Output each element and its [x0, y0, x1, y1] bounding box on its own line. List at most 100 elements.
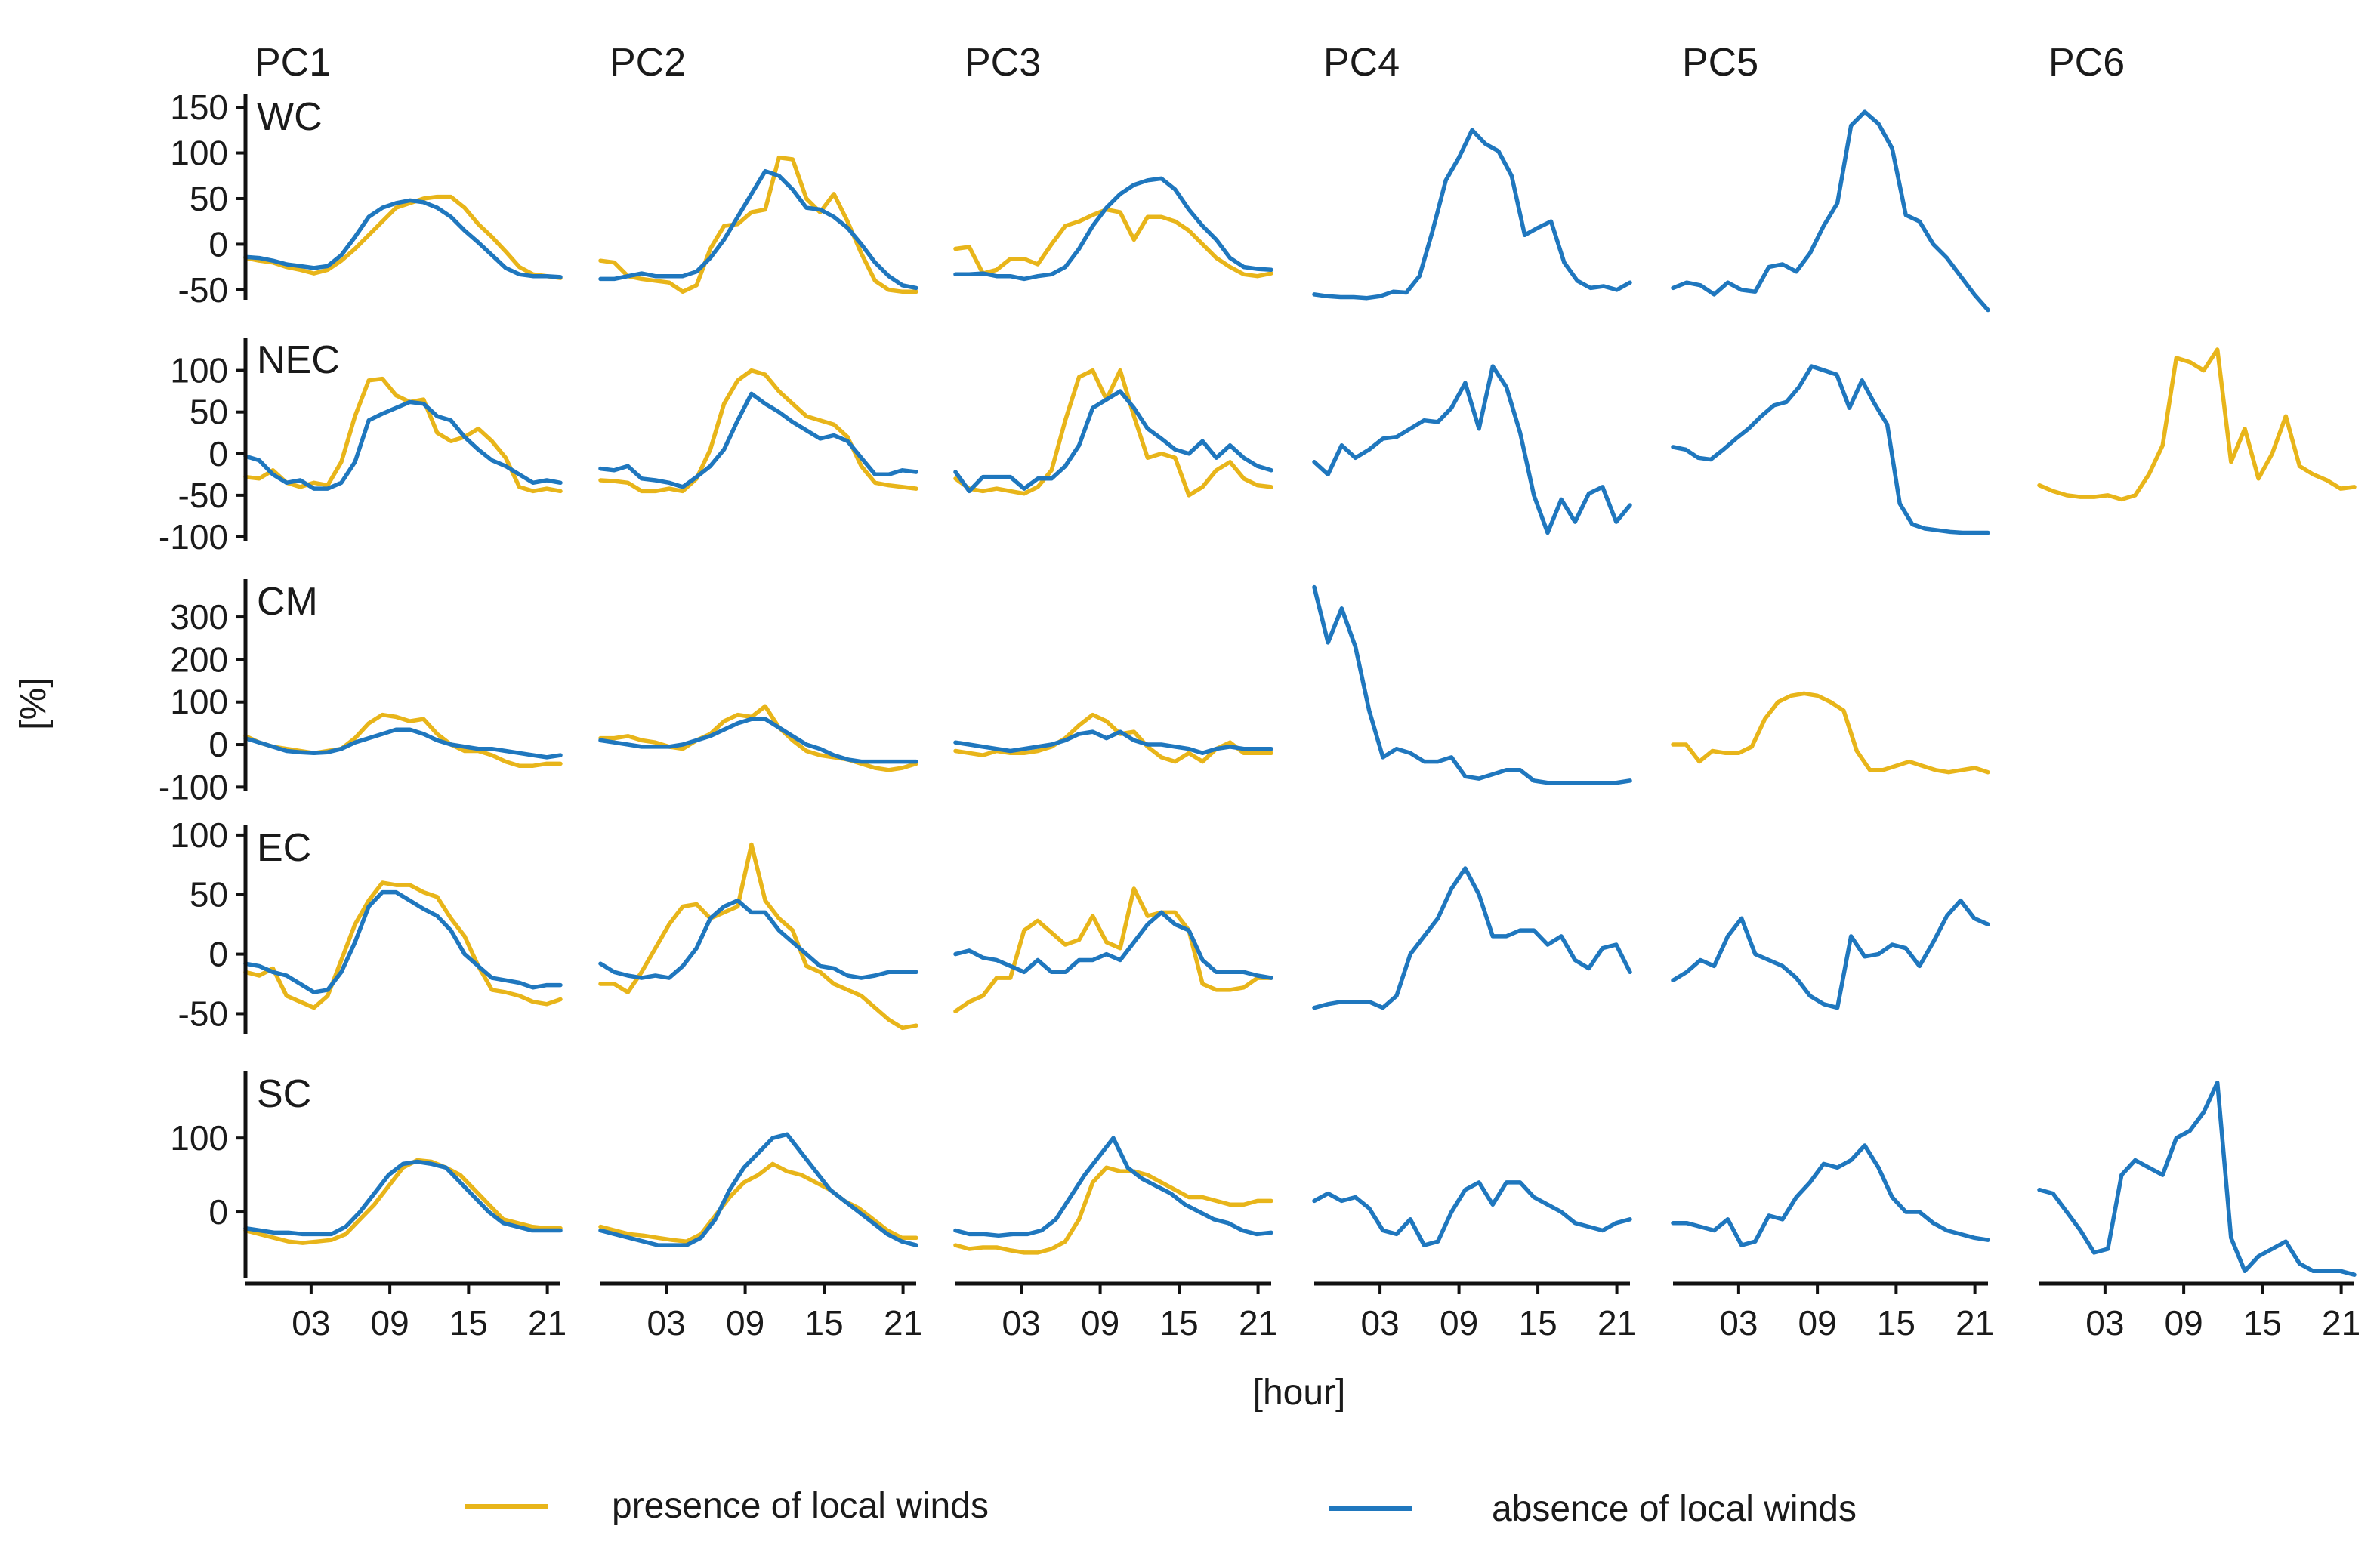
series-line-absence-wc-pc2: [598, 168, 918, 291]
y-tick-label-ec: 0: [208, 935, 228, 974]
row-label-nec: NEC: [257, 338, 340, 382]
series-line-presence-cm-pc5: [1671, 691, 1990, 775]
panel-grid: [243, 109, 2357, 1277]
y-tick-label-ec: -50: [178, 994, 228, 1033]
series-line-absence-nec-pc2: [598, 391, 918, 489]
x-tick-label-pc6: 15: [2243, 1303, 2282, 1343]
row-label-ec: EC: [257, 826, 311, 870]
y-tick-label-wc: -50: [178, 270, 228, 310]
y-tick-label-nec: -50: [178, 476, 228, 515]
y-tick-label-sc: 100: [170, 1118, 228, 1158]
legend: presence of local winds absence of local…: [465, 1486, 1857, 1529]
series-line-presence-cm-pc1: [243, 712, 563, 768]
x-tick-label-pc3: 15: [1159, 1303, 1198, 1343]
y-tick-label-ec: 100: [170, 815, 228, 855]
x-tick-label-pc3: 03: [1002, 1303, 1040, 1343]
series-line-absence-nec-pc5: [1671, 364, 1990, 535]
series-line-presence-ec-pc3: [953, 886, 1273, 1014]
x-tick-label-pc2: 21: [884, 1303, 922, 1343]
series-line-presence-wc-pc2: [598, 155, 918, 294]
y-tick-label-nec: 100: [170, 351, 228, 390]
series-line-absence-ec-pc1: [243, 889, 563, 994]
y-tick-label-cm: 300: [170, 597, 228, 637]
series-line-presence-ec-pc2: [598, 842, 918, 1031]
series-line-presence-ec-pc1: [243, 880, 563, 1010]
y-tick-label-wc: 150: [170, 88, 228, 127]
row-label-wc: WC: [257, 95, 323, 139]
series-line-presence-cm-pc3: [953, 712, 1273, 764]
series-line-presence-cm-pc2: [598, 704, 918, 772]
series-line-absence-sc-pc6: [2037, 1081, 2357, 1277]
series-line-absence-ec-pc3: [953, 910, 1273, 980]
series-line-presence-wc-pc3: [953, 207, 1273, 279]
x-tick-label-pc2: 09: [726, 1303, 764, 1343]
series-line-presence-nec-pc2: [598, 368, 918, 494]
series-line-absence-nec-pc3: [953, 389, 1273, 494]
column-title-pc2: PC2: [610, 41, 686, 85]
y-axis-title: [%]: [14, 677, 54, 729]
series-line-presence-nec-pc6: [2037, 347, 2357, 502]
column-x-axes: PC1 PC2 PC3 PC4 PC5 PC6 03 09 15 21 03 09 15 21 03 09 15…: [245, 41, 2360, 1343]
y-tick-label-sc: 0: [208, 1192, 228, 1232]
y-tick-label-cm: 0: [208, 725, 228, 764]
y-tick-label-cm: 100: [170, 683, 228, 722]
x-tick-label-pc6: 03: [2085, 1303, 2124, 1343]
series-line-absence-wc-pc3: [953, 176, 1273, 282]
series-line-absence-wc-pc4: [1312, 128, 1632, 301]
series-line-presence-wc-pc1: [243, 194, 563, 280]
y-tick-label-wc: 50: [190, 179, 228, 218]
series-line-absence-wc-pc1: [243, 198, 563, 279]
column-title-pc4: PC4: [1323, 41, 1400, 85]
y-tick-label-nec: -100: [159, 517, 228, 557]
x-tick-label-pc1: 21: [528, 1303, 566, 1343]
x-tick-label-pc4: 21: [1597, 1303, 1636, 1343]
x-tick-label-pc1: 09: [371, 1303, 409, 1343]
series-line-presence-nec-pc1: [243, 376, 563, 494]
x-tick-label-pc6: 21: [2322, 1303, 2360, 1343]
x-tick-label-pc3: 09: [1081, 1303, 1119, 1343]
x-axis-title: [hour]: [1253, 1373, 1346, 1413]
x-tick-label-pc1: 03: [292, 1303, 330, 1343]
x-tick-label-pc4: 09: [1440, 1303, 1478, 1343]
row-label-cm: CM: [257, 580, 318, 624]
series-line-absence-cm-pc2: [598, 717, 918, 764]
y-tick-label-cm: 200: [170, 640, 228, 679]
x-tick-label-pc3: 21: [1239, 1303, 1277, 1343]
series-line-absence-ec-pc5: [1671, 898, 1990, 1010]
x-tick-label-pc4: 03: [1360, 1303, 1399, 1343]
series-line-absence-sc-pc3: [953, 1136, 1273, 1238]
column-title-pc5: PC5: [1682, 41, 1758, 85]
series-line-absence-sc-pc5: [1671, 1143, 1990, 1247]
series-line-absence-wc-pc5: [1671, 109, 1990, 313]
series-line-absence-cm-pc4: [1312, 584, 1632, 785]
x-tick-label-pc6: 09: [2165, 1303, 2203, 1343]
x-tick-label-pc5: 03: [1719, 1303, 1758, 1343]
series-line-presence-sc-pc3: [953, 1165, 1273, 1255]
series-line-presence-nec-pc3: [953, 368, 1273, 498]
y-tick-label-wc: 100: [170, 134, 228, 173]
x-tick-label-pc5: 09: [1798, 1303, 1837, 1343]
row-label-sc: SC: [257, 1072, 311, 1116]
column-title-pc3: PC3: [965, 41, 1041, 85]
x-tick-label-pc2: 03: [647, 1303, 685, 1343]
y-tick-label-nec: 50: [190, 393, 228, 432]
series-line-absence-sc-pc1: [243, 1159, 563, 1237]
x-tick-label-pc5: 21: [1956, 1303, 1994, 1343]
series-line-absence-nec-pc1: [243, 399, 563, 491]
series-line-absence-ec-pc2: [598, 898, 918, 980]
series-line-presence-sc-pc2: [598, 1161, 918, 1244]
y-tick-label-wc: 0: [208, 224, 228, 264]
series-line-absence-nec-pc4: [1312, 364, 1632, 535]
series-line-absence-sc-pc2: [598, 1132, 918, 1247]
x-tick-label-pc4: 15: [1518, 1303, 1557, 1343]
series-line-presence-sc-pc1: [243, 1158, 563, 1245]
legend-label-presence: presence of local winds: [612, 1486, 989, 1526]
x-tick-label-pc2: 15: [804, 1303, 843, 1343]
y-tick-label-ec: 50: [190, 875, 228, 914]
column-title-pc1: PC1: [255, 41, 331, 85]
series-line-absence-cm-pc1: [243, 727, 563, 760]
legend-label-absence: absence of local winds: [1492, 1489, 1857, 1529]
y-tick-label-cm: -100: [159, 767, 228, 806]
column-title-pc6: PC6: [2048, 41, 2125, 85]
